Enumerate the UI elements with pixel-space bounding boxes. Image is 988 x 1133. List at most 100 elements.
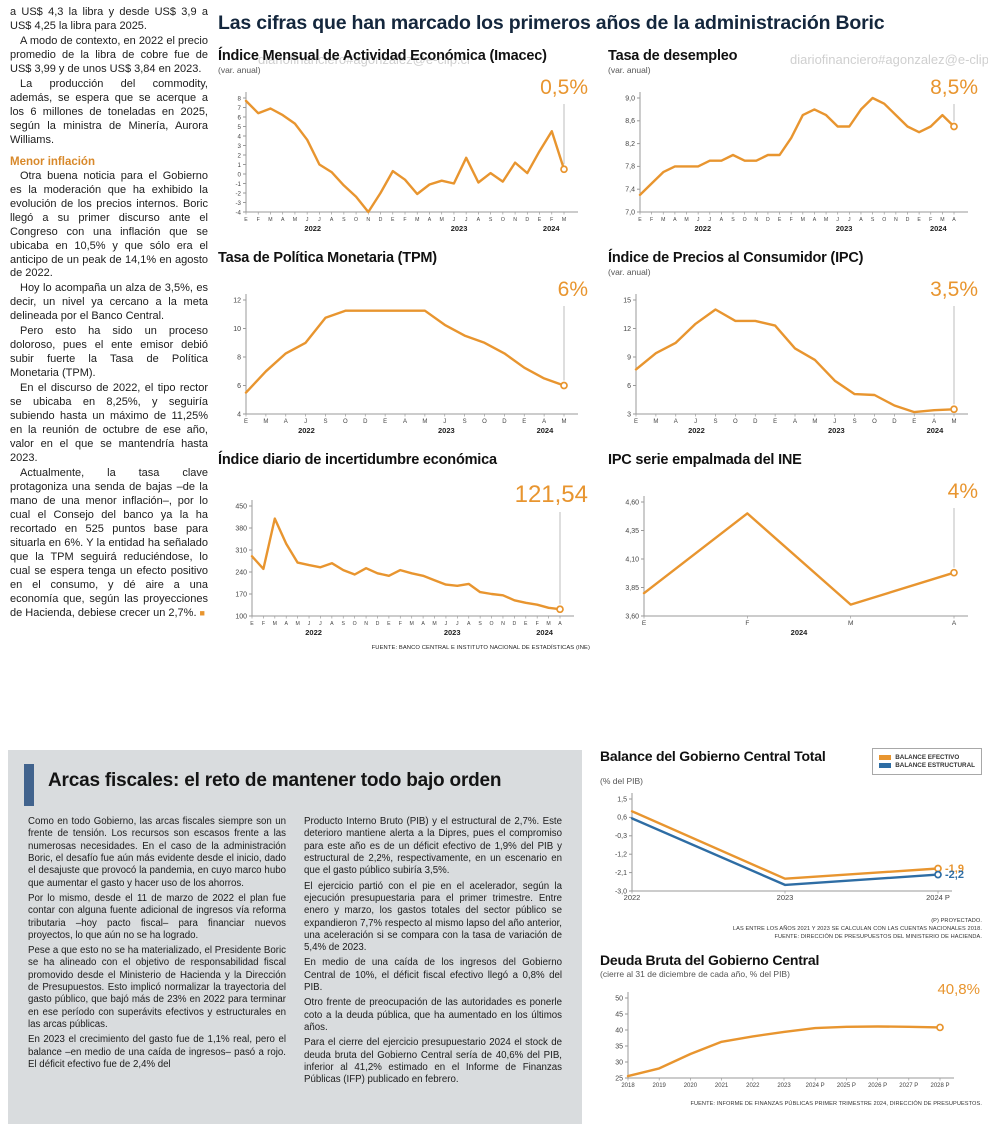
svg-text:O: O — [354, 217, 358, 223]
svg-text:4: 4 — [238, 133, 242, 140]
chart-desempleo-block: Tasa de desempleo (var. anual) 9,0 8,6 8,2… — [608, 48, 980, 240]
svg-text:8,6: 8,6 — [625, 118, 635, 125]
svg-text:2022: 2022 — [304, 224, 321, 233]
svg-text:F: F — [536, 621, 539, 627]
svg-text:3,60: 3,60 — [625, 613, 639, 620]
svg-text:O: O — [743, 217, 747, 223]
svg-text:310: 310 — [235, 547, 247, 554]
svg-text:F: F — [745, 620, 749, 627]
svg-text:M: M — [562, 217, 566, 223]
svg-text:4,60: 4,60 — [625, 499, 639, 506]
svg-text:F: F — [550, 217, 553, 223]
svg-text:M: M — [684, 217, 688, 223]
svg-text:S: S — [489, 217, 493, 223]
svg-text:9: 9 — [627, 354, 631, 361]
svg-text:A: A — [673, 217, 677, 223]
chart-subtitle: (cierre al 31 de diciembre de cada año, … — [600, 969, 790, 979]
article-paragraph: Otro frente de preocupación de las autor… — [304, 997, 562, 1033]
svg-text:J: J — [443, 419, 446, 425]
svg-text:2022: 2022 — [746, 1083, 760, 1089]
svg-text:2021: 2021 — [715, 1083, 729, 1089]
svg-text:E: E — [387, 621, 391, 627]
svg-text:O: O — [501, 217, 505, 223]
svg-text:7,0: 7,0 — [625, 209, 635, 216]
svg-text:E: E — [250, 621, 254, 627]
svg-text:E: E — [524, 621, 528, 627]
left-article: a US$ 4,3 la libra y desde US$ 3,9 a US$… — [10, 6, 208, 622]
svg-text:S: S — [323, 419, 327, 425]
legend-label: BALANCE ESTRUCTURAL — [895, 762, 975, 769]
chart-subtitle — [218, 469, 590, 480]
svg-text:F: F — [650, 217, 653, 223]
balance-header: Balance del Gobierno Central Total BALAN… — [600, 748, 982, 775]
svg-text:-2,2: -2,2 — [945, 869, 964, 881]
svg-text:E: E — [642, 620, 647, 627]
chart-title: Índice de Precios al Consumidor (IPC) — [608, 250, 864, 266]
article-paragraph: En medio de una caída de los ingresos de… — [304, 957, 562, 994]
svg-text:4,35: 4,35 — [625, 528, 639, 535]
svg-text:8: 8 — [237, 354, 241, 361]
svg-text:25: 25 — [615, 1075, 623, 1082]
svg-text:M: M — [293, 217, 297, 223]
svg-text:M: M — [801, 217, 805, 223]
svg-text:2027 P: 2027 P — [899, 1083, 918, 1089]
svg-text:F: F — [929, 217, 932, 223]
svg-text:240: 240 — [235, 569, 247, 576]
svg-text:2024 P: 2024 P — [926, 893, 950, 902]
svg-text:E: E — [634, 419, 638, 425]
svg-text:S: S — [478, 621, 482, 627]
chart-title: Tasa de Política Monetaria (TPM) — [218, 250, 437, 266]
chart-subtitle: (var. anual) — [218, 65, 261, 75]
svg-text:0: 0 — [238, 171, 242, 178]
svg-text:M: M — [940, 217, 944, 223]
svg-text:15: 15 — [623, 297, 631, 304]
svg-text:2: 2 — [238, 152, 242, 159]
svg-text:M: M — [295, 621, 299, 627]
arcas-col-1: Como en todo Gobierno, las arcas fiscale… — [28, 816, 286, 1090]
svg-text:2022: 2022 — [694, 224, 711, 233]
svg-text:2023: 2023 — [777, 893, 794, 902]
svg-text:O: O — [882, 217, 886, 223]
arcas-columns: Como en todo Gobierno, las arcas fiscale… — [24, 816, 566, 1090]
svg-text:121,54: 121,54 — [515, 481, 588, 508]
svg-text:-1,2: -1,2 — [615, 851, 627, 858]
chart-incertidumbre-block: Índice diario de incertidumbre económica… — [218, 452, 590, 651]
svg-text:E: E — [638, 217, 642, 223]
left-article-body: a US$ 4,3 la libra y desde US$ 3,9 a US$… — [10, 6, 208, 621]
svg-text:J: J — [848, 217, 851, 223]
svg-text:170: 170 — [235, 591, 247, 598]
svg-text:7: 7 — [238, 105, 242, 112]
svg-text:6: 6 — [627, 383, 631, 390]
svg-text:J: J — [319, 621, 322, 627]
legend-item: BALANCE ESTRUCTURAL — [879, 762, 975, 769]
svg-text:100: 100 — [235, 613, 247, 620]
svg-text:A: A — [467, 621, 471, 627]
chart-ipc-ine-block: IPC serie empalmada del INE 4,60 4,35 4,10… — [608, 452, 980, 651]
svg-text:1,5: 1,5 — [617, 796, 627, 803]
svg-text:E: E — [391, 217, 395, 223]
svg-text:2024: 2024 — [930, 224, 948, 233]
balance-footnote: (P) PROYECTADO. LAS ENTRE LOS AÑOS 2021 … — [600, 917, 982, 942]
svg-text:A: A — [542, 419, 546, 425]
chart-subtitle — [218, 267, 590, 278]
svg-text:S: S — [731, 217, 735, 223]
svg-text:450: 450 — [235, 503, 247, 510]
article-paragraph: Por lo mismo, desde el 11 de marzo de 20… — [28, 892, 286, 941]
svg-text:O: O — [482, 419, 487, 425]
charts-grid: Índice Mensual de Actividad Económica (I… — [218, 48, 980, 651]
svg-text:A: A — [674, 419, 678, 425]
svg-text:2026 P: 2026 P — [868, 1083, 887, 1089]
svg-text:2022: 2022 — [688, 426, 705, 435]
svg-text:-3,0: -3,0 — [615, 888, 627, 895]
svg-text:A: A — [403, 419, 407, 425]
svg-text:A: A — [428, 217, 432, 223]
chart-title: IPC serie empalmada del INE — [608, 452, 802, 468]
svg-text:40,8%: 40,8% — [937, 981, 980, 998]
svg-text:-1,9: -1,9 — [945, 863, 964, 875]
svg-text:E: E — [383, 419, 387, 425]
svg-text:J: J — [836, 217, 839, 223]
svg-text:A: A — [330, 621, 334, 627]
svg-text:50: 50 — [615, 995, 623, 1002]
